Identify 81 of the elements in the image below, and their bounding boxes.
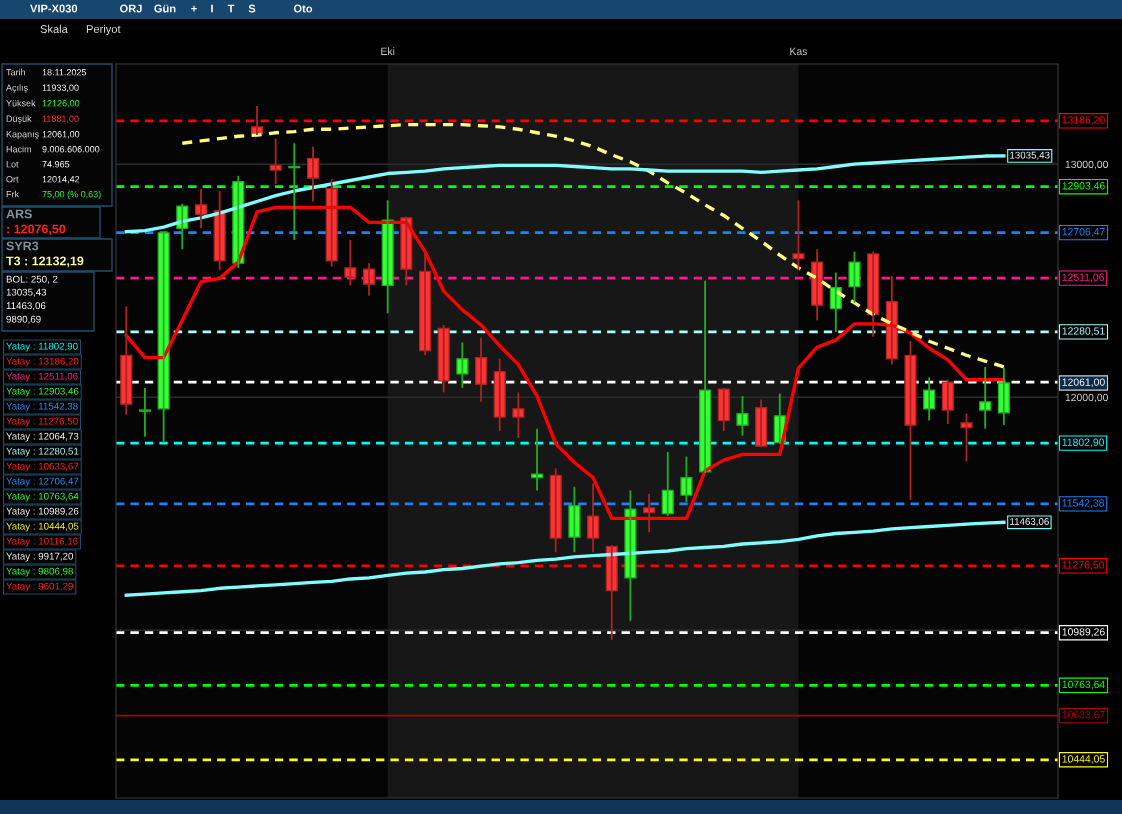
text: Yatay : 10763,64 [6, 492, 79, 502]
ref-line-label: 11542,38 [1062, 499, 1104, 508]
text: Yatay : 10633,67 [6, 462, 79, 472]
text: ARS [6, 209, 32, 219]
text: + [191, 5, 197, 12]
y-tick-label: 13000,00 [1065, 160, 1108, 170]
x-tick-label: Eki [381, 47, 395, 55]
text: S [248, 4, 256, 13]
text: Gün [154, 4, 176, 13]
text: Periyot [86, 24, 121, 36]
candlestick [138, 386, 151, 438]
text: 12061,00 [1062, 378, 1105, 388]
ref-line-label: 10989,26 [1062, 628, 1105, 637]
ref-line-label: 12706,47 [1062, 228, 1105, 237]
text: 11881,00 [42, 115, 79, 123]
text: Ort [6, 176, 19, 183]
text: 11463,06 [6, 302, 46, 311]
text: 12061,00 [42, 131, 80, 139]
text: Yatay : 11276,50 [6, 417, 78, 427]
text: Yatay : 12064,73 [6, 432, 79, 442]
text: 11933,00 [42, 84, 79, 92]
text: Yatay : 10989,26 [6, 507, 79, 517]
text: I [211, 4, 213, 13]
text: Kapanış [6, 131, 39, 140]
text: Yatay : 9601,29 [6, 582, 73, 592]
line-series [124, 205, 1006, 521]
ref-line-label: 12280,51 [1062, 327, 1105, 336]
ref-line-label: 13186,20 [1062, 116, 1105, 125]
text: 74.965 [42, 161, 70, 168]
ref-line-label: 12903,46 [1062, 182, 1105, 191]
candlestick [848, 250, 861, 304]
text: ORJ [120, 4, 142, 13]
ref-line-label: 10444,05 [1062, 755, 1105, 764]
text: Lot [6, 161, 19, 168]
text: Yatay : 12903,46 [6, 387, 79, 397]
text: 12126,00 [42, 100, 80, 108]
text: Yatay : 10444,05 [6, 522, 79, 532]
text: Yatay : 12280,51 [6, 447, 79, 457]
text: T [227, 4, 235, 13]
text: Oto [293, 4, 313, 13]
ref-line-label: 11802,90 [1062, 438, 1105, 448]
text: Yatay : 12706,47 [6, 477, 79, 487]
candlestick [904, 340, 917, 501]
text: SYR3 [6, 241, 39, 251]
ref-line-label: 12511,06 [1062, 273, 1104, 283]
line-series [180, 122, 1006, 369]
text: Yatay : 13186,20 [6, 357, 79, 367]
x-tick-label: Kas [790, 47, 808, 55]
data-label: 11463,06 [1010, 518, 1049, 527]
text: 18.11.2025 [42, 69, 87, 76]
text: Yatay : 9917,20 [6, 552, 74, 562]
ref-line-label: 11276,50 [1062, 561, 1105, 570]
text: 75,00 (% 0,63) [42, 190, 101, 200]
text: Açılış [6, 84, 28, 93]
text: Yatay : 11802,90 [6, 342, 78, 352]
chart-title: VIP-X030 [30, 4, 78, 13]
text: T3 : 12132,19 [6, 256, 84, 268]
text: Düşük [6, 115, 32, 124]
ref-line-label: 10763,64 [1062, 680, 1105, 690]
text: Yüksek [6, 99, 36, 107]
text: : 12076,50 [7, 224, 66, 236]
text: Hacim [6, 145, 31, 153]
text: Tarih [6, 68, 25, 76]
candlestick [736, 395, 749, 437]
data-label: 13035,43 [1010, 151, 1050, 160]
text: 9890,69 [6, 315, 41, 324]
text: Yatay : 11542,38 [6, 402, 78, 412]
text: Yatay : 10116,16 [6, 537, 78, 547]
text: Yatay : 9806,98 [6, 567, 73, 577]
candlestick [680, 455, 693, 503]
ref-line-label: 10633,67 [1062, 711, 1105, 720]
text: Frk [6, 190, 20, 198]
text: Skala [40, 24, 68, 33]
candlestick [792, 199, 805, 272]
text: 9.006.606.000 [42, 146, 100, 153]
text: Yatay : 12511,06 [6, 372, 78, 382]
candlestick [960, 412, 973, 463]
text: 13035,43 [6, 288, 47, 297]
y-tick-label: 12000,00 [1065, 393, 1108, 403]
text: 12014,42 [42, 176, 80, 184]
text: BOL: 250, 2 [6, 275, 58, 284]
